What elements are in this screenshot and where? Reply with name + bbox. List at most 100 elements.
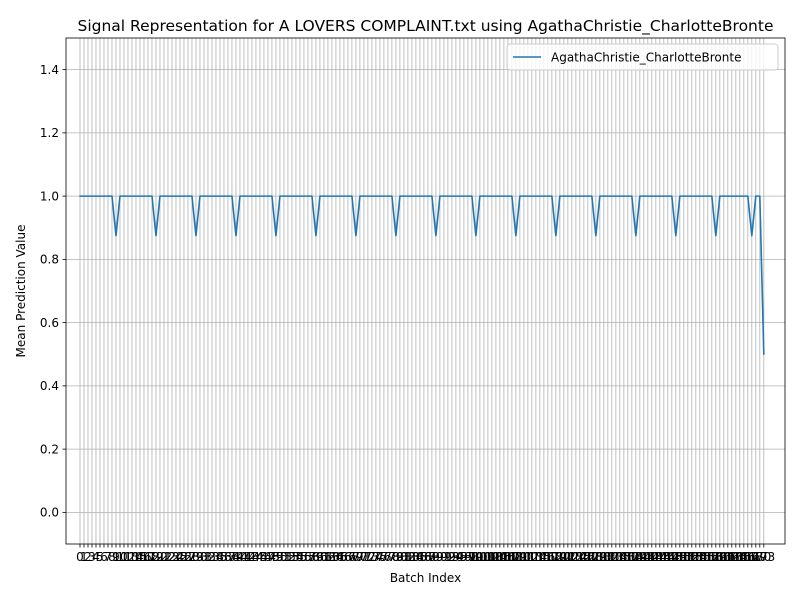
x-tick-label: 133 [600,550,623,564]
x-tick-label: 83 [404,550,419,564]
x-tick-label: 130 [588,550,611,564]
x-tick-label: 4 [92,550,100,564]
x-tick-label: 102 [476,550,499,564]
x-tick-label: 41 [236,550,251,564]
x-tick-label: 86 [416,550,431,564]
x-tick-label: 75 [372,550,387,564]
x-tick-label: 63 [324,550,339,564]
x-tick-label: 20 [152,550,167,564]
x-tick-label: 7 [104,550,112,564]
x-tick-label: 73 [364,550,379,564]
x-tick-label: 93 [444,550,459,564]
x-tick-label: 57 [300,550,315,564]
x-tick-label: 112 [516,550,539,564]
x-tick-label: 62 [320,550,335,564]
x-tick-label: 120 [548,550,571,564]
x-tick-label: 138 [620,550,643,564]
x-tick-label: 88 [424,550,439,564]
x-tick-label: 144 [644,550,667,564]
x-tick-label: 0 [76,550,84,564]
x-tick-label: 65 [332,550,347,564]
x-tick-label: 119 [544,550,567,564]
x-tick-label: 46 [256,550,271,564]
x-tick-label: 10 [112,550,127,564]
x-tick-label: 26 [176,550,191,564]
x-tick-label: 84 [408,550,423,564]
x-axis-label: Batch Index [390,571,461,585]
x-tick-label: 81 [396,550,411,564]
x-tick-label: 27 [180,550,195,564]
x-tick-label: 61 [316,550,331,564]
x-tick-label: 115 [528,550,551,564]
x-tick-label: 163 [720,550,743,564]
x-tick-label: 3 [88,550,96,564]
x-tick-label: 8 [108,550,116,564]
x-tick-label: 80 [392,550,407,564]
x-tick-label: 141 [632,550,655,564]
y-tick-label: 1.0 [40,189,59,203]
x-tick-label: 11 [116,550,131,564]
y-tick-label: 0.4 [40,379,59,393]
x-tick-label: 70 [352,550,367,564]
x-tick-label: 45 [252,550,267,564]
x-tick-label: 117 [536,550,559,564]
x-tick-label: 131 [592,550,615,564]
x-tick-label: 127 [576,550,599,564]
x-tick-label: 97 [460,550,475,564]
x-tick-label: 169 [744,550,767,564]
y-tick-label: 0.8 [40,253,59,267]
y-tick-label: 1.2 [40,126,59,140]
x-tick-label: 53 [284,550,299,564]
x-tick-label: 156 [692,550,715,564]
legend: AgathaChristie_CharlotteBronte [506,43,779,71]
x-tick-label: 108 [500,550,523,564]
x-tick-label: 30 [192,550,207,564]
x-tick-label: 100 [468,550,491,564]
x-tick-label: 85 [412,550,427,564]
y-ticks: 0.0 0.2 0.4 0.6 0.8 1.0 1.2 1.4 [40,63,66,520]
legend-series-label: AgathaChristie_CharlotteBronte [551,51,741,65]
x-tick-label: 9 [112,550,120,564]
x-tick-label: 82 [400,550,415,564]
x-tick-label: 89 [428,550,443,564]
x-tick-label: 114 [524,550,547,564]
x-tick-label: 74 [368,550,383,564]
x-tick-label: 105 [488,550,511,564]
x-tick-label: 77 [380,550,395,564]
x-tick-label: 14 [128,550,143,564]
x-tick-label: 125 [568,550,591,564]
x-tick-label: 22 [160,550,175,564]
x-tick-label: 152 [676,550,699,564]
x-tick-label: 159 [704,550,727,564]
x-tick-label: 170 [748,550,771,564]
x-tick-label: 52 [280,550,295,564]
x-tick-label: 19 [148,550,163,564]
x-tick-label: 166 [732,550,755,564]
x-tick-label: 44 [248,550,263,564]
x-tick-label: 42 [240,550,255,564]
x-tick-label: 23 [164,550,179,564]
x-tick-label: 132 [596,550,619,564]
legend-box [506,43,779,71]
y-tick-label: 1.4 [40,63,59,77]
x-tick-label: 79 [388,550,403,564]
x-tick-label: 21 [156,550,171,564]
x-tick-label: 36 [216,550,231,564]
x-tick-label: 135 [608,550,631,564]
x-tick-label: 103 [480,550,503,564]
x-tick-label: 40 [232,550,247,564]
x-tick-label: 51 [276,550,291,564]
x-tick-label: 128 [580,550,603,564]
x-tick-label: 59 [308,550,323,564]
series-layer [79,195,765,356]
x-tick-label: 13 [124,550,139,564]
x-tick-label: 25 [172,550,187,564]
y-axis-label: Mean Prediction Value [14,225,28,358]
y-tick-label: 0.0 [40,506,59,520]
x-tick-label: 17 [140,550,155,564]
x-tick-label: 72 [360,550,375,564]
x-tick-label: 2 [84,550,92,564]
x-tick-label: 121 [552,550,575,564]
x-tick-label: 49 [268,550,283,564]
x-tick-label: 153 [680,550,703,564]
